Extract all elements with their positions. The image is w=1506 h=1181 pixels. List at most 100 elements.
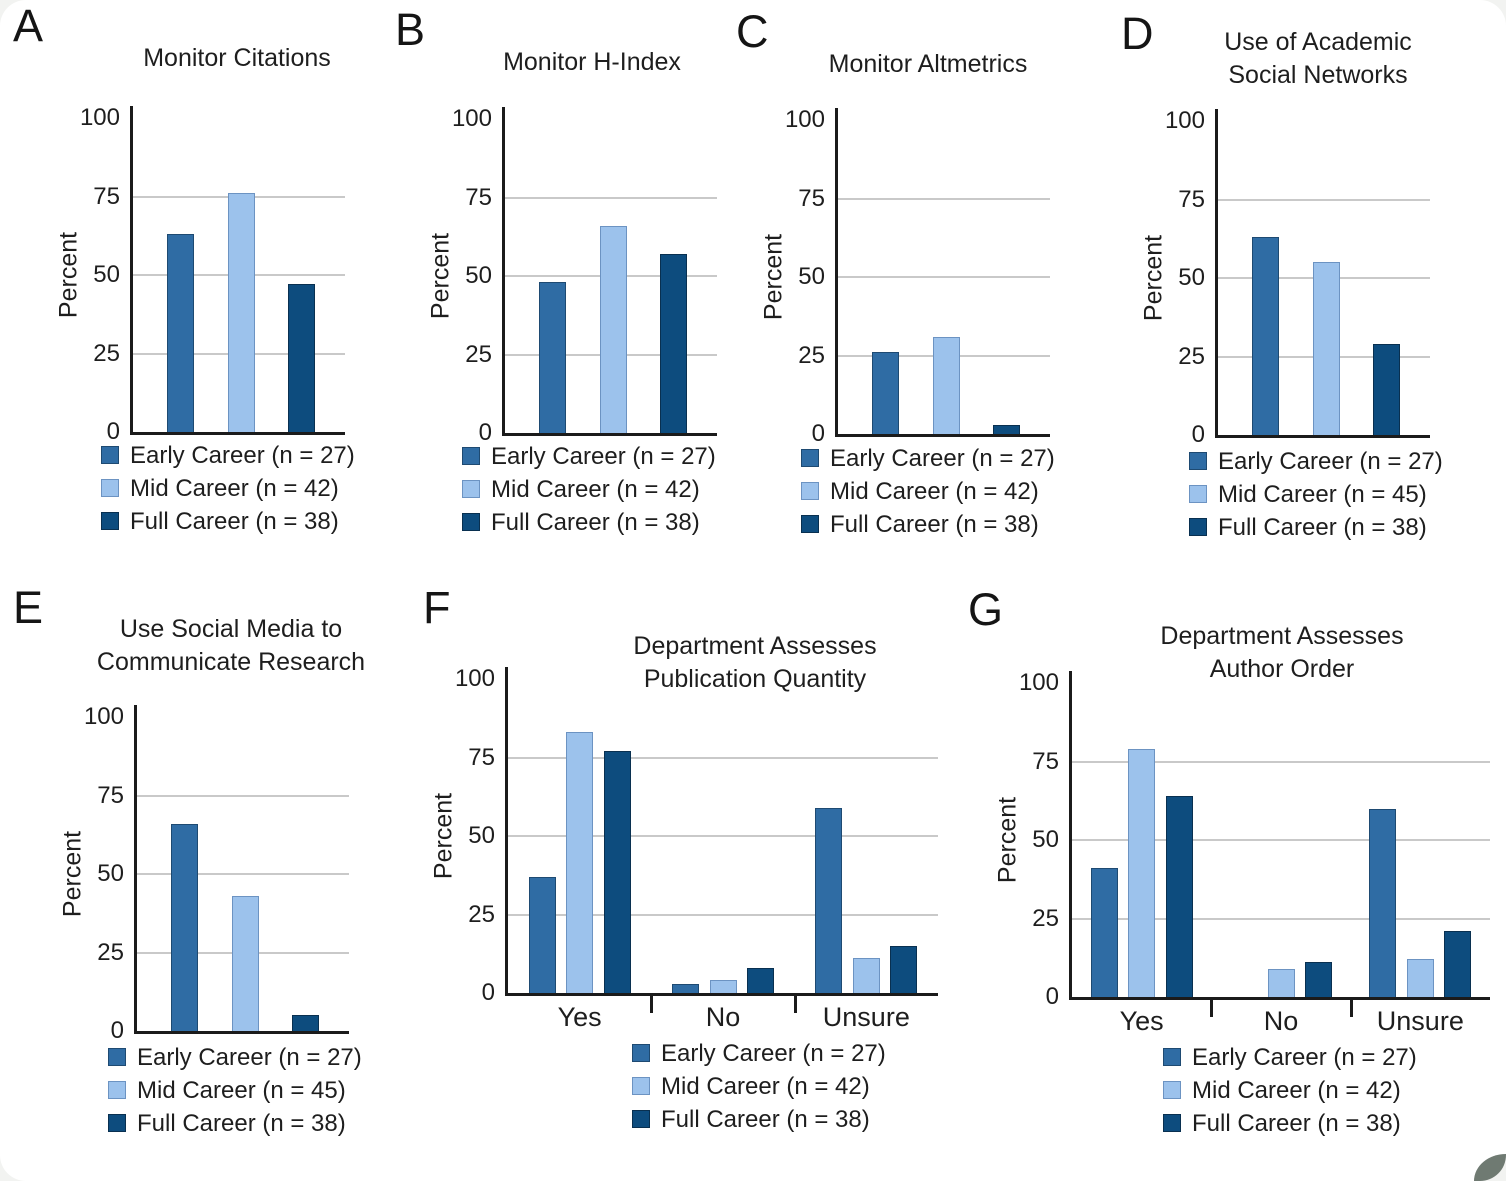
y-axis <box>134 705 137 1031</box>
legend-item: Mid Career (n = 42) <box>801 477 1039 506</box>
legend-swatch-early <box>101 446 119 464</box>
legend-item: Full Career (n = 38) <box>1189 513 1427 542</box>
bar-no-early-career <box>672 984 699 993</box>
legend-swatch-early <box>1163 1048 1181 1066</box>
legend-label: Mid Career (n = 42) <box>130 475 339 502</box>
chart-title: Author Order <box>1209 655 1355 683</box>
legend-swatch-mid <box>632 1077 650 1095</box>
legend-swatch-mid <box>1189 485 1207 503</box>
y-tick-label: 0 <box>478 419 492 446</box>
chart-title: Communicate Research <box>96 648 366 676</box>
category-label-no: No <box>705 1002 741 1032</box>
y-tick-label: 50 <box>1032 826 1059 853</box>
plot-area <box>133 118 345 432</box>
plot-area <box>137 717 349 1031</box>
bar-no-full-career <box>747 968 774 993</box>
legend-label: Full Career (n = 38) <box>1192 1110 1401 1137</box>
gridline-50 <box>137 873 349 875</box>
legend-label: Early Career (n = 27) <box>830 445 1055 472</box>
x-axis <box>1069 997 1490 1000</box>
legend-item: Early Career (n = 27) <box>108 1043 362 1072</box>
bar-early-career <box>167 234 194 432</box>
gridline-25 <box>137 951 349 954</box>
legend-item: Mid Career (n = 42) <box>101 474 339 503</box>
legend-swatch-early <box>801 449 819 467</box>
gridline-75 <box>838 197 1050 200</box>
legend-item: Mid Career (n = 45) <box>1189 480 1427 509</box>
bar-no-mid-career <box>710 980 737 993</box>
legend-swatch-full <box>1189 518 1207 536</box>
panel-letter: E <box>13 582 44 633</box>
y-tick-label: 0 <box>106 418 120 445</box>
y-tick-label: 25 <box>93 339 120 367</box>
y-tick-label: 100 <box>454 665 495 692</box>
panel-letter: D <box>1121 8 1154 59</box>
legend-label: Mid Career (n = 42) <box>1192 1077 1401 1104</box>
plot-area <box>1218 121 1430 435</box>
legend-swatch-full <box>462 513 480 531</box>
legend-item: Full Career (n = 38) <box>462 508 700 537</box>
y-tick-label: 25 <box>465 340 492 368</box>
bar-full-career <box>288 284 315 432</box>
legend-label: Full Career (n = 38) <box>830 511 1039 538</box>
panel-letter: C <box>736 6 769 57</box>
x-axis <box>130 432 345 435</box>
bar-full-career <box>993 425 1020 434</box>
legend-label: Full Career (n = 38) <box>491 509 700 536</box>
legend-swatch-full <box>1163 1114 1181 1132</box>
y-axis <box>1069 671 1072 997</box>
y-tick-label: 0 <box>481 979 495 1006</box>
legend-swatch-early <box>108 1048 126 1066</box>
legend-item: Early Career (n = 27) <box>632 1039 886 1068</box>
y-axis-label: Percent <box>759 233 788 321</box>
x-axis <box>835 434 1050 437</box>
y-axis <box>835 108 838 434</box>
gridline-75 <box>1218 198 1430 201</box>
bar-yes-mid-career <box>566 732 593 993</box>
y-axis-label: Percent <box>58 830 87 918</box>
legend-swatch-mid <box>101 479 119 497</box>
legend-label: Early Career (n = 27) <box>491 443 716 470</box>
legend-swatch-full <box>632 1110 650 1128</box>
y-tick-label: 0 <box>1191 421 1205 448</box>
y-axis <box>130 106 133 432</box>
y-tick-label: 75 <box>798 184 825 212</box>
x-axis <box>1215 435 1430 438</box>
y-tick-label: 50 <box>468 822 495 849</box>
x-axis <box>134 1031 349 1034</box>
bar-unsure-early-career <box>1369 809 1396 997</box>
legend-label: Mid Career (n = 42) <box>830 478 1039 505</box>
legend-label: Mid Career (n = 42) <box>661 1073 870 1100</box>
y-tick-label: 75 <box>465 183 492 211</box>
chart-title: Publication Quantity <box>643 665 867 693</box>
y-tick-label: 50 <box>1178 264 1205 291</box>
gridline-25 <box>838 354 1050 357</box>
gridline-50 <box>133 274 345 276</box>
legend-label: Full Career (n = 38) <box>137 1110 346 1137</box>
plot-area <box>508 679 938 993</box>
y-axis-label: Percent <box>54 231 83 319</box>
legend-item: Early Career (n = 27) <box>1163 1043 1417 1072</box>
y-tick-label: 25 <box>468 900 495 928</box>
y-tick-label: 75 <box>1178 185 1205 213</box>
chart-title: Monitor Altmetrics <box>828 50 1028 78</box>
legend-label: Early Career (n = 27) <box>1218 448 1443 475</box>
y-axis-label: Percent <box>1139 234 1168 322</box>
gridline-50 <box>1072 839 1490 841</box>
plot-area <box>1072 683 1490 997</box>
legend-item: Full Career (n = 38) <box>1163 1109 1401 1138</box>
category-label-yes: Yes <box>1119 1006 1164 1036</box>
y-tick-label: 0 <box>110 1017 124 1044</box>
legend-item: Early Career (n = 27) <box>462 442 716 471</box>
gridline-50 <box>505 275 717 277</box>
legend-item: Full Career (n = 38) <box>801 510 1039 539</box>
y-tick-label: 100 <box>784 106 825 133</box>
y-tick-label: 75 <box>93 182 120 210</box>
legend-label: Early Career (n = 27) <box>661 1040 886 1067</box>
legend-label: Full Career (n = 38) <box>661 1106 870 1133</box>
